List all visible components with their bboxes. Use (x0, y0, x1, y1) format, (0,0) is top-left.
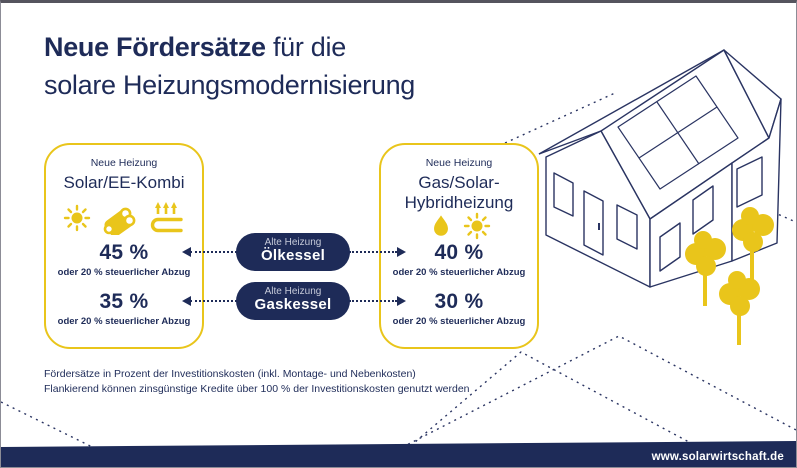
wood-logs-icon (103, 207, 136, 235)
house-illustration (1, 49, 796, 467)
floor-heating-icon (150, 202, 183, 233)
pill-name: Gaskessel (254, 296, 332, 313)
window-icons (553, 156, 763, 272)
title-bold: Neue Fördersätze (44, 32, 266, 62)
page-title: Neue Fördersätze für die solare Heizungs… (44, 28, 415, 104)
rate-note: oder 20 % steuerlicher Abzug (392, 267, 526, 278)
rate-note: oder 20 % steuerlicher Abzug (57, 267, 191, 278)
solar-panel-icon (617, 75, 739, 190)
connector-dotted-line (190, 251, 237, 253)
rate-note: oder 20 % steuerlicher Abzug (392, 316, 526, 327)
pill-tag: Alte Heizung (264, 286, 322, 297)
card-gas-solar-hybrid: Neue Heizung Gas/Solar- Hybridheizung 40… (379, 143, 539, 349)
arrowhead-right-icon (397, 296, 406, 306)
rate-value: 30 % (434, 290, 484, 313)
pill-tag: Alte Heizung (264, 237, 322, 248)
arrowhead-left-icon (182, 296, 191, 306)
tree-icons (685, 207, 774, 345)
card-solar-ee-kombi: Neue Heizung Solar/EE-Kombi (44, 143, 204, 349)
footnote-line-1: Fördersätze in Prozent der Investitionsk… (44, 368, 416, 380)
title-regular: für die (265, 32, 346, 62)
card-name-line1: Gas/Solar- (418, 173, 500, 192)
card-tag: Neue Heizung (425, 157, 493, 169)
tree-icon (732, 207, 774, 281)
sun-icon (463, 212, 490, 240)
rate-value: 40 % (434, 241, 484, 264)
rate-value: 45 % (99, 241, 149, 264)
card-tag: Neue Heizung (90, 157, 158, 169)
pill-gaskessel: Alte Heizung Gaskessel (236, 282, 350, 320)
footnote: Fördersätze in Prozent der Investitionsk… (44, 367, 470, 397)
website-url: www.solarwirtschaft.de (651, 451, 784, 463)
rate-value: 35 % (99, 290, 149, 313)
connector-dotted-line (190, 300, 237, 302)
arrowhead-left-icon (182, 247, 191, 257)
pill-oelkessel: Alte Heizung Ölkessel (236, 233, 350, 271)
arrowhead-right-icon (397, 247, 406, 257)
tree-icon (719, 271, 760, 345)
flame-icon (433, 215, 448, 236)
title-line2: solare Heizungsmodernisierung (44, 70, 416, 100)
card-name-line2: Hybridheizung (404, 193, 514, 212)
card-name: Solar/EE-Kombi (63, 173, 185, 192)
footnote-line-2: Flankierend können zinsgünstige Kredite … (44, 383, 470, 395)
door-icon (583, 190, 604, 256)
rate-note: oder 20 % steuerlicher Abzug (57, 316, 191, 327)
sun-icon (63, 204, 91, 232)
connector-dotted-line (349, 300, 397, 302)
connector-dotted-line (349, 251, 397, 253)
house-outline (538, 49, 782, 288)
tree-icon (685, 231, 726, 306)
pill-name: Ölkessel (260, 247, 326, 264)
